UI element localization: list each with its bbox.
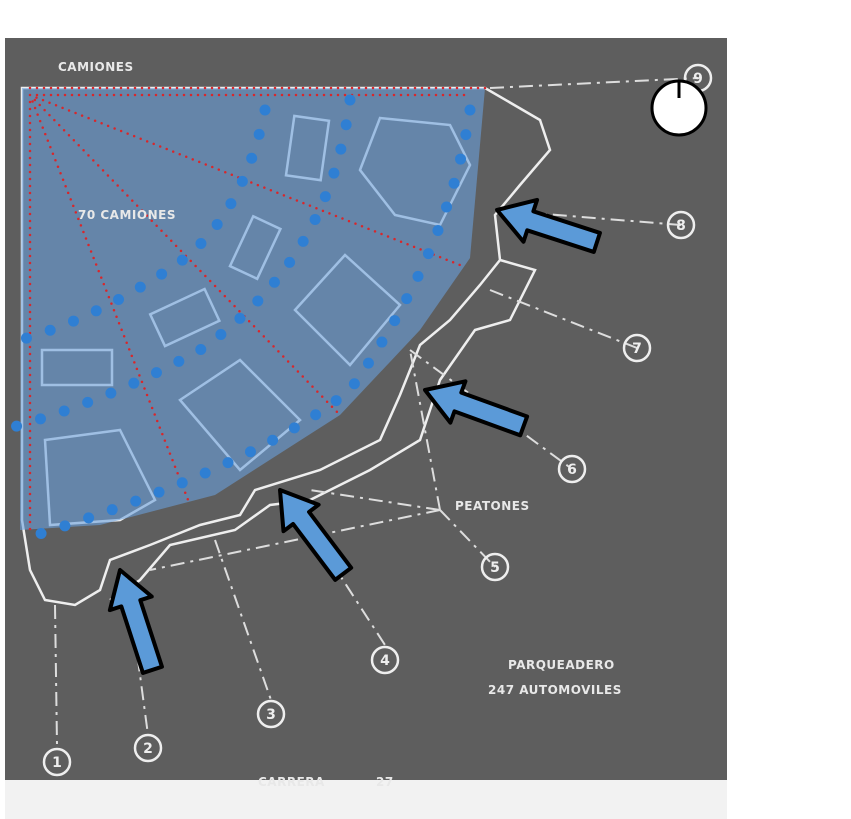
arrow <box>278 488 354 582</box>
car-count-label: 247 AUTOMOVILES <box>488 683 622 697</box>
gate-circle <box>557 454 587 484</box>
zone-arc <box>4 94 476 546</box>
truck-zone <box>20 88 485 530</box>
gate-circle <box>256 699 286 729</box>
site-outline <box>20 86 552 607</box>
arrow <box>107 568 164 675</box>
gate-number: 5 <box>490 560 500 576</box>
gate: 6 <box>557 454 587 484</box>
faded-edge <box>5 780 727 819</box>
gate-number: 3 <box>266 707 276 723</box>
parking-label: PARQUEADERO <box>508 658 615 672</box>
street-number: 27 <box>376 775 394 789</box>
gate-number: 1 <box>52 755 62 771</box>
gate-number: 8 <box>676 218 686 234</box>
gate: 5 <box>480 552 510 582</box>
trucks-label: CAMIONES <box>58 60 134 74</box>
gate-number: 9 <box>693 71 703 87</box>
gate: 1 <box>42 747 72 777</box>
gate-circle <box>622 333 652 363</box>
pedestrians-label: PEATONES <box>455 499 530 513</box>
gate: 7 <box>622 333 652 363</box>
arrow <box>423 379 530 438</box>
gate: 8 <box>666 210 696 240</box>
gate-circle <box>480 552 510 582</box>
street-label: CARRERA <box>258 775 325 789</box>
gate-circle <box>370 645 400 675</box>
gate-circle <box>666 210 696 240</box>
gate-circle <box>133 733 163 763</box>
inner-outline <box>109 258 537 602</box>
arrow <box>495 197 602 254</box>
gate: 3 <box>256 699 286 729</box>
gate-number: 4 <box>380 653 390 669</box>
gate-circle <box>42 747 72 777</box>
gate-number: 2 <box>143 741 153 757</box>
gate: 4 <box>370 645 400 675</box>
gate-number: 6 <box>567 462 577 478</box>
power-icon[interactable] <box>650 79 708 137</box>
gate: 2 <box>133 733 163 763</box>
gate-number: 7 <box>632 341 642 357</box>
truck-count-label: 70 CAMIONES <box>78 208 176 222</box>
arrows <box>107 197 602 675</box>
